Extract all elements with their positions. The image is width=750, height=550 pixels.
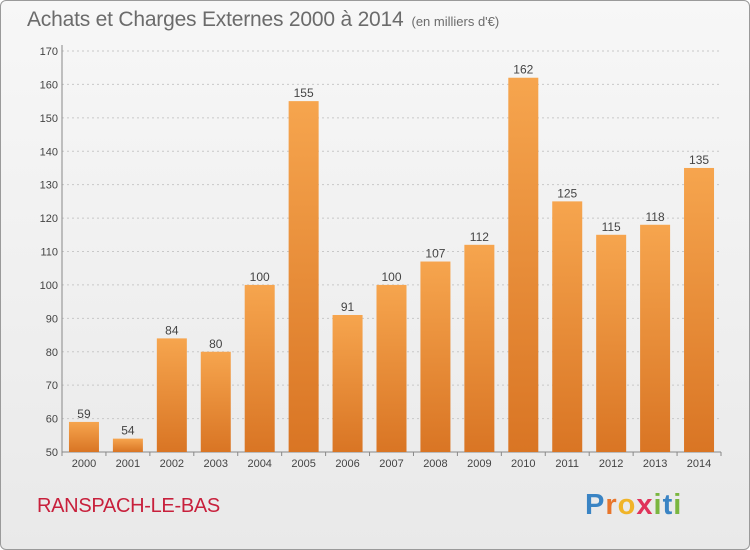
x-tick-label: 2005 [291, 458, 315, 470]
bar [508, 77, 539, 452]
y-tick-label: 170 [40, 46, 58, 58]
bar [244, 284, 275, 452]
bar [420, 261, 451, 452]
data-label: 162 [513, 63, 533, 77]
y-tick-label: 90 [46, 313, 58, 325]
x-tick-label: 2007 [379, 458, 403, 470]
x-tick-label: 2006 [335, 458, 359, 470]
y-tick-label: 110 [40, 247, 58, 259]
y-tick-label: 100 [40, 280, 58, 292]
bar [596, 234, 627, 452]
y-tick-label: 70 [46, 380, 58, 392]
proxiti-logo: Proxiti [585, 489, 682, 522]
y-tick-label: 60 [46, 414, 58, 426]
y-tick-label: 120 [40, 213, 58, 225]
x-tick-label: 2013 [643, 458, 667, 470]
y-tick-label: 150 [40, 113, 58, 125]
y-tick-label: 50 [46, 447, 58, 459]
chart-title: Achats et Charges Externes 2000 à 2014 (e… [27, 8, 499, 32]
data-label: 135 [689, 153, 709, 167]
bar-chart: 50 60 70 80 90 100 110 120 130 140 150 160 170 59 2000… [40, 45, 722, 470]
data-label: 112 [470, 230, 489, 244]
logo-letter: i [673, 489, 683, 521]
x-tick-label: 2011 [555, 458, 579, 470]
bar [200, 351, 231, 452]
logo-letter: t [662, 489, 674, 521]
logo-letter: o [617, 489, 637, 521]
x-tick-label: 2000 [72, 458, 96, 470]
y-tick-label: 130 [40, 180, 58, 192]
data-label: 80 [209, 337, 223, 351]
data-label: 125 [557, 186, 577, 200]
logo-letter: P [585, 489, 606, 521]
bars [68, 77, 715, 453]
x-tick-label: 2009 [467, 458, 491, 470]
logo-letter: r [605, 489, 618, 521]
bar [376, 284, 407, 452]
x-tick-label: 2004 [247, 458, 271, 470]
bar [288, 101, 319, 452]
bar [640, 224, 671, 452]
commune-name: RANSPACH-LE-BAS [37, 495, 220, 517]
x-tick-label: 2001 [116, 458, 140, 470]
data-label: 84 [165, 323, 179, 337]
bar [552, 201, 583, 452]
x-tick-label: 2012 [599, 458, 623, 470]
unit-text: (en milliers d'€) [411, 14, 500, 29]
data-label: 100 [381, 270, 401, 284]
y-tick-label: 160 [40, 79, 58, 91]
data-label: 54 [121, 424, 135, 438]
x-tick-label: 2002 [160, 458, 184, 470]
title-text: Achats et Charges Externes 2000 à 2014 [27, 8, 404, 31]
data-label: 59 [77, 407, 91, 421]
x-tick-label: 2014 [687, 458, 711, 470]
data-label: 118 [646, 210, 665, 224]
x-tick-label: 2008 [423, 458, 447, 470]
bar [332, 314, 363, 452]
y-tick-label: 80 [46, 347, 58, 359]
data-label: 91 [341, 300, 355, 314]
bar [68, 421, 99, 452]
data-label: 107 [425, 247, 445, 261]
x-tick-label: 2010 [511, 458, 535, 470]
logo-letter: i [653, 489, 663, 521]
data-label: 115 [602, 220, 621, 234]
data-label: 100 [250, 270, 270, 284]
bar [464, 244, 495, 452]
bar [684, 167, 715, 453]
y-tick-label: 140 [40, 146, 58, 158]
logo-letter: x [636, 489, 654, 521]
labels: 50 60 70 80 90 100 110 120 130 140 150 160 170 59 2000… [40, 46, 712, 470]
bar [156, 338, 187, 452]
bar [112, 438, 143, 452]
data-label: 155 [294, 86, 314, 100]
x-tick-label: 2003 [204, 458, 228, 470]
